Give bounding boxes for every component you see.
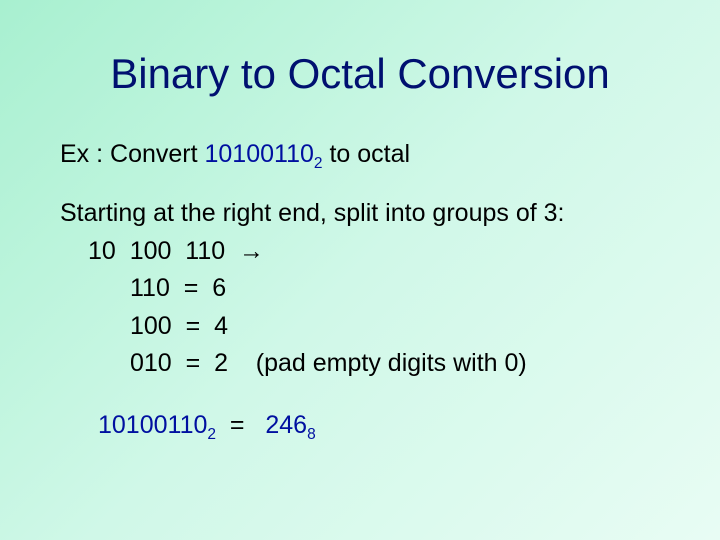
conv-bits-0: 110	[130, 274, 170, 302]
conv-eq-0: =	[170, 274, 212, 302]
result-binary: 10100110	[98, 411, 207, 439]
conversion-row-1: 100 = 4	[60, 308, 660, 346]
slide-title: Binary to Octal Conversion	[60, 50, 660, 98]
result-line: 101001102 = 2468	[60, 407, 660, 446]
conv-digit-2: 2	[214, 349, 228, 377]
conv-eq-1: =	[172, 312, 214, 340]
result-octal: 246	[265, 411, 307, 439]
result-binary-sub: 2	[207, 426, 216, 443]
conv-bits-1: 100	[130, 312, 172, 340]
grouped-line: 10 100 110 →	[60, 233, 660, 271]
example-prefix: Ex : Convert	[60, 140, 205, 168]
conv-bits-2: 010	[130, 349, 172, 377]
example-binary-sub: 2	[314, 155, 323, 172]
example-binary: 10100110	[205, 140, 314, 168]
conversion-row-2: 010 = 2 (pad empty digits with 0)	[60, 345, 660, 383]
result-eq: =	[216, 411, 265, 439]
slide-container: Binary to Octal Conversion Ex : Convert …	[0, 0, 720, 486]
example-line: Ex : Convert 101001102 to octal	[60, 136, 660, 175]
conv-note-2: (pad empty digits with 0)	[228, 349, 527, 377]
example-suffix: to octal	[323, 140, 411, 168]
conv-digit-1: 4	[214, 312, 228, 340]
explain-line: Starting at the right end, split into gr…	[60, 195, 660, 233]
conv-digit-0: 6	[212, 274, 226, 302]
conversion-row-0: 110 = 6	[60, 270, 660, 308]
conv-eq-2: =	[172, 349, 214, 377]
result-octal-sub: 8	[307, 426, 316, 443]
